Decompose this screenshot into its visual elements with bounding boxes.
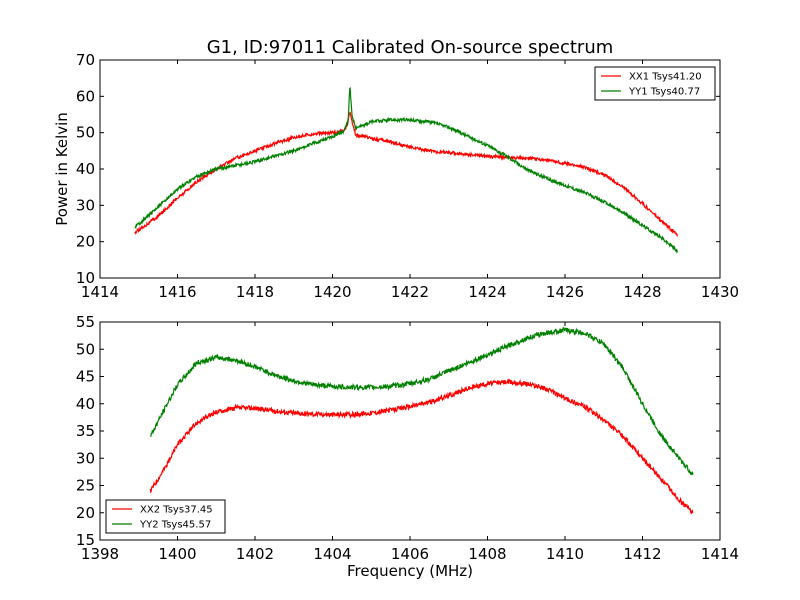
x-tick-label-1-2: 1418 — [236, 283, 274, 301]
y-tick-label-2-6: 45 — [76, 368, 95, 386]
y-tick-label-1-3: 40 — [76, 160, 95, 178]
series-line-1-2 — [134, 86, 678, 254]
x-tick-label-2-1: 1400 — [158, 545, 196, 563]
x-tick-label-1-1: 1416 — [158, 283, 196, 301]
y-tick-label-2-1: 20 — [76, 504, 95, 522]
y-tick-label-2-5: 40 — [76, 395, 95, 413]
subplot-2: 1398 1400 1402 1404 1406 1408 1410 1412 1414 15 20… — [76, 313, 739, 563]
x-tick-label-2-5: 1408 — [468, 545, 506, 563]
series-line-2-2 — [150, 326, 694, 476]
y-tick-label-2-7: 50 — [76, 340, 95, 358]
y-tick-label-2-0: 15 — [76, 531, 95, 549]
x-tick-label-2-0: 1398 — [81, 545, 119, 563]
y-axis-label: Power in Kelvin — [53, 112, 71, 226]
y-tick-label-1-0: 10 — [76, 269, 95, 287]
legend-label-2-2: YY2 Tsys45.57 — [139, 520, 211, 531]
y-tick-label-1-2: 30 — [76, 196, 95, 214]
y-tick-label-2-3: 30 — [76, 449, 95, 467]
x-tick-label-2-4: 1406 — [391, 545, 429, 563]
y-tick-label-2-2: 25 — [76, 477, 95, 495]
x-tick-label-2-2: 1402 — [236, 545, 274, 563]
y-tick-label-1-1: 20 — [76, 233, 95, 251]
x-tick-label-2-7: 1412 — [623, 545, 661, 563]
x-tick-label-1-7: 1428 — [623, 283, 661, 301]
y-tick-label-1-4: 50 — [76, 124, 95, 142]
x-tick-label-1-0: 1414 — [81, 283, 119, 301]
y-tick-label-2-4: 35 — [76, 422, 95, 440]
x-tick-label-2-8: 1414 — [701, 545, 739, 563]
y-tick-label-1-5: 60 — [76, 87, 95, 105]
subplot-1: 1414 1416 1418 1420 1422 1424 1426 1428 1430 10 20… — [76, 51, 739, 301]
series-line-2-1 — [149, 378, 694, 514]
series-line-1-1 — [134, 111, 678, 238]
y-tick-label-2-8: 55 — [76, 313, 95, 331]
y-tick-label-1-6: 70 — [76, 51, 95, 69]
x-tick-label-1-4: 1422 — [391, 283, 429, 301]
x-tick-label-1-8: 1430 — [701, 283, 739, 301]
x-tick-label-1-6: 1426 — [546, 283, 584, 301]
subplots: 1414 1416 1418 1420 1422 1424 1426 1428 1430 10 20… — [76, 51, 739, 563]
x-tick-label-2-3: 1404 — [313, 545, 351, 563]
legend-label-1-2: YY1 Tsys40.77 — [628, 87, 700, 98]
legend-box-2 — [105, 499, 226, 534]
x-tick-label-2-6: 1410 — [546, 545, 584, 563]
x-tick-label-1-5: 1424 — [468, 283, 506, 301]
legend-box-1 — [594, 66, 716, 101]
x-tick-label-1-3: 1420 — [313, 283, 351, 301]
x-axis-label: Frequency (MHz) — [347, 562, 473, 580]
chart-title: G1, ID:97011 Calibrated On-source spectr… — [207, 37, 614, 58]
legend-label-2-1: XX2 Tsys37.45 — [140, 505, 213, 516]
legend-2: XX2 Tsys37.45 YY2 Tsys45.57 — [105, 499, 226, 534]
legend-label-1-1: XX1 Tsys41.20 — [629, 72, 702, 83]
legend-1: XX1 Tsys41.20 YY1 Tsys40.77 — [594, 66, 716, 101]
